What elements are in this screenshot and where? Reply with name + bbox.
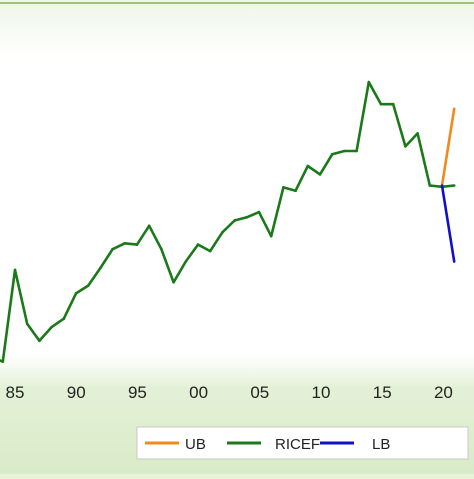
data-point-ricef [172, 281, 175, 284]
data-point-ricef [1, 360, 5, 363]
data-point-ricef [13, 268, 17, 272]
series-line-ub [440, 108, 456, 186]
data-point-ricef [343, 149, 346, 153]
x-tick-label: 20 [434, 383, 453, 402]
data-point-ricef [404, 145, 407, 148]
x-tick-label: 10 [312, 383, 331, 402]
legend-box [136, 426, 469, 460]
data-point-lb [452, 260, 456, 263]
data-point-ricef [379, 102, 383, 106]
data-point-ricef [367, 80, 371, 84]
x-tick-label: 00 [189, 383, 208, 402]
data-point-ricef [294, 189, 297, 192]
x-tick-labels: 85 90 95 00 05 10 15 20 [6, 383, 453, 402]
legend-label-ricef: RICEF [275, 436, 320, 453]
data-point-ricef [306, 164, 310, 168]
data-point-ricef [245, 216, 249, 219]
data-point-ricef [74, 292, 78, 295]
data-point-ricef [233, 219, 236, 222]
data-point-ricef [452, 184, 456, 187]
data-point-ricef [184, 260, 188, 263]
data-point-ricef [416, 132, 419, 135]
data-point-ricef [99, 266, 102, 270]
legend: UB RICEF LB [136, 426, 469, 460]
data-point-ricef [123, 242, 127, 245]
x-tick-label: 90 [67, 383, 86, 402]
data-point-ricef [147, 224, 151, 228]
data-point-ricef [50, 325, 53, 329]
data-point-ricef [318, 173, 322, 176]
data-point-ricef [135, 243, 139, 246]
data-point-ricef [25, 322, 29, 326]
data-point-ricef [208, 249, 212, 253]
data-point-ricef [86, 284, 90, 287]
x-tick-label: 15 [373, 383, 392, 402]
data-point-ricef [269, 234, 273, 238]
data-point-ricef [355, 149, 358, 153]
data-point-ricef [282, 186, 285, 189]
legend-label-ub: UB [185, 436, 206, 453]
data-point-lb [440, 184, 444, 187]
data-point-ricef [196, 243, 200, 246]
data-point-ricef [391, 102, 395, 106]
series-line-lb [440, 185, 456, 262]
data-point-ricef [221, 231, 224, 234]
x-tick-label: 95 [128, 383, 147, 402]
x-tick-label: 05 [250, 383, 269, 402]
legend-label-lb: LB [372, 436, 390, 453]
series-layer [0, 80, 456, 363]
data-point-ricef [160, 247, 163, 251]
data-point-ricef [330, 153, 334, 156]
data-point-ricef [38, 339, 41, 343]
data-point-ricef [257, 210, 261, 214]
data-point-ub [452, 107, 456, 111]
data-point-ricef [62, 317, 66, 321]
data-point-ricef [111, 247, 114, 251]
data-point-ricef [428, 184, 432, 187]
x-tick-label: 85 [6, 383, 25, 402]
